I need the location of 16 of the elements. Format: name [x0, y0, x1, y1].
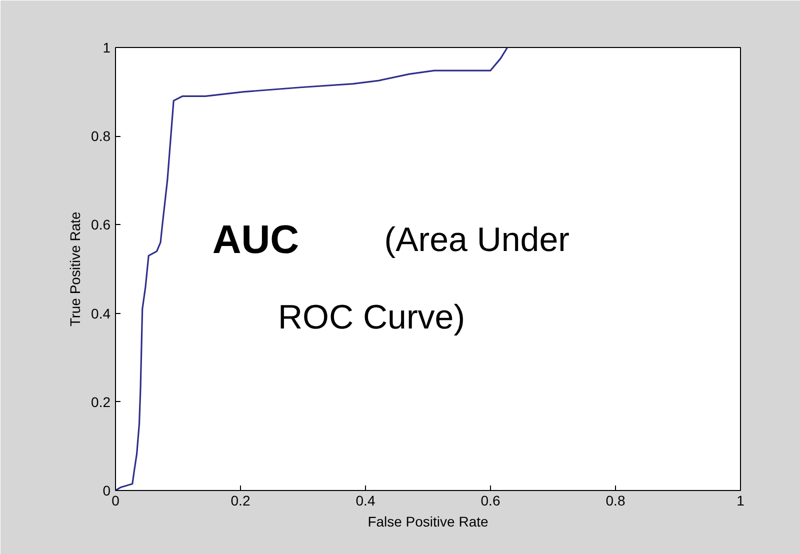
x-tick-label: 0.4 — [356, 492, 376, 508]
y-axis-title: True Positive Rate — [67, 211, 84, 326]
y-tick-label: 0.8 — [91, 128, 111, 144]
annotation: ROC Curve) — [278, 298, 466, 337]
x-tick-label: 0.8 — [606, 492, 626, 508]
annotation: AUC — [212, 218, 300, 262]
x-tick-label: 0.6 — [480, 492, 500, 508]
y-tick-label: 0.2 — [91, 394, 111, 410]
x-tick-label: 1 — [736, 492, 745, 508]
y-tick-label: 0.4 — [91, 305, 111, 322]
y-tick-label: 0 — [102, 482, 111, 498]
y-tick-label: 1 — [102, 40, 111, 56]
annotation: (Area Under — [384, 221, 570, 260]
x-axis-title: False Positive Rate — [368, 514, 489, 530]
x-tick-label: 0.2 — [230, 492, 250, 508]
y-tick-label: 0.6 — [91, 216, 111, 233]
